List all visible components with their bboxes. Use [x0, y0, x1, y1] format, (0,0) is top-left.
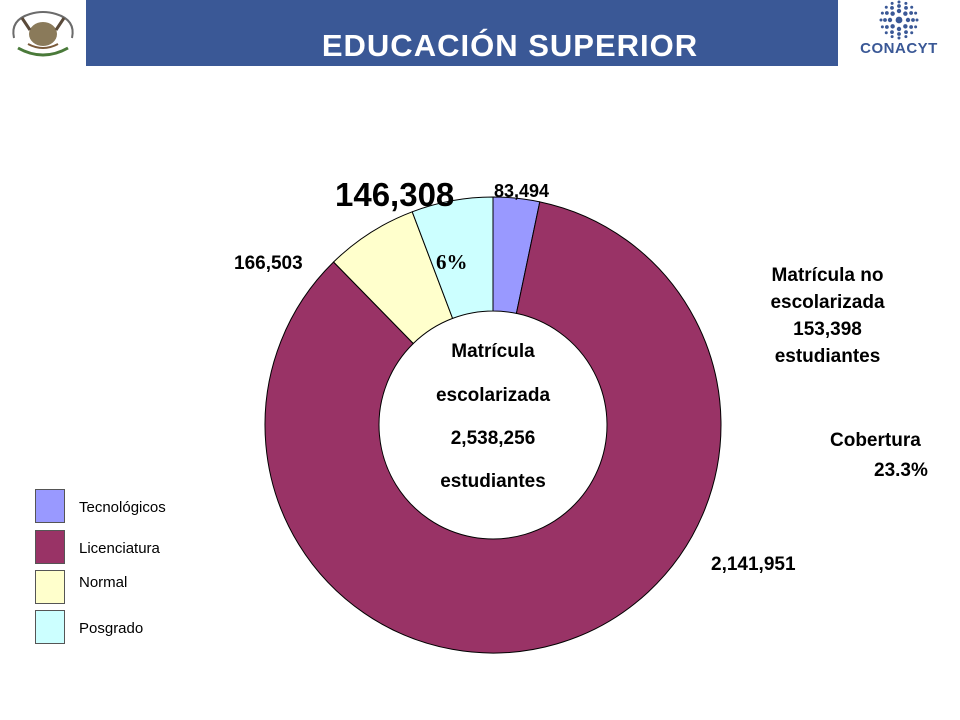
legend-label: Licenciatura [79, 540, 160, 557]
legend-swatch [35, 489, 65, 523]
value-label-licenciatura: 2,141,951 [711, 554, 796, 575]
value-label-posgrado: 146,308 [335, 176, 455, 213]
center-line-3: 2,538,256 [450, 428, 536, 449]
no-escolarizada-line-3: 153,398 [793, 319, 862, 340]
center-line-4: estudiantes [440, 471, 546, 492]
no-escolarizada-line-2: escolarizada [770, 292, 885, 313]
center-line-2: escolarizada [435, 385, 551, 406]
slice-posgrado [411, 196, 494, 320]
legend-swatch [35, 530, 65, 564]
header-bar [0, 0, 960, 66]
cobertura-label: Cobertura [830, 430, 921, 451]
legend-label: Tecnológicos [79, 499, 166, 516]
conacyt-dots-icon [879, 0, 919, 40]
legend-swatch [35, 610, 65, 644]
page-title: EDUCACIÓN SUPERIOR [321, 28, 699, 63]
value-label-normal: 166,503 [234, 253, 303, 274]
emblem-container [0, 0, 86, 66]
cobertura-value: 23.3% [874, 460, 928, 481]
no-escolarizada-line-4: estudiantes [774, 346, 881, 367]
legend-label: Normal [79, 574, 128, 591]
posgrado-percent-label: 6% [436, 250, 468, 274]
logo-text: CONACYT [860, 40, 938, 57]
center-line-1: Matrícula [451, 341, 535, 362]
no-escolarizada-note: Matrícula no escolarizada 153,398 estudi… [740, 262, 915, 370]
conacyt-logo: CONACYT [838, 0, 960, 66]
slice-licenciatura [264, 201, 722, 654]
mexican-emblem-icon [12, 11, 74, 57]
no-escolarizada-line-1: Matrícula no [771, 265, 884, 286]
legend-label: Posgrado [79, 620, 144, 637]
legend-swatch [35, 570, 65, 604]
value-label-tecnologicos: 83,494 [494, 181, 550, 201]
